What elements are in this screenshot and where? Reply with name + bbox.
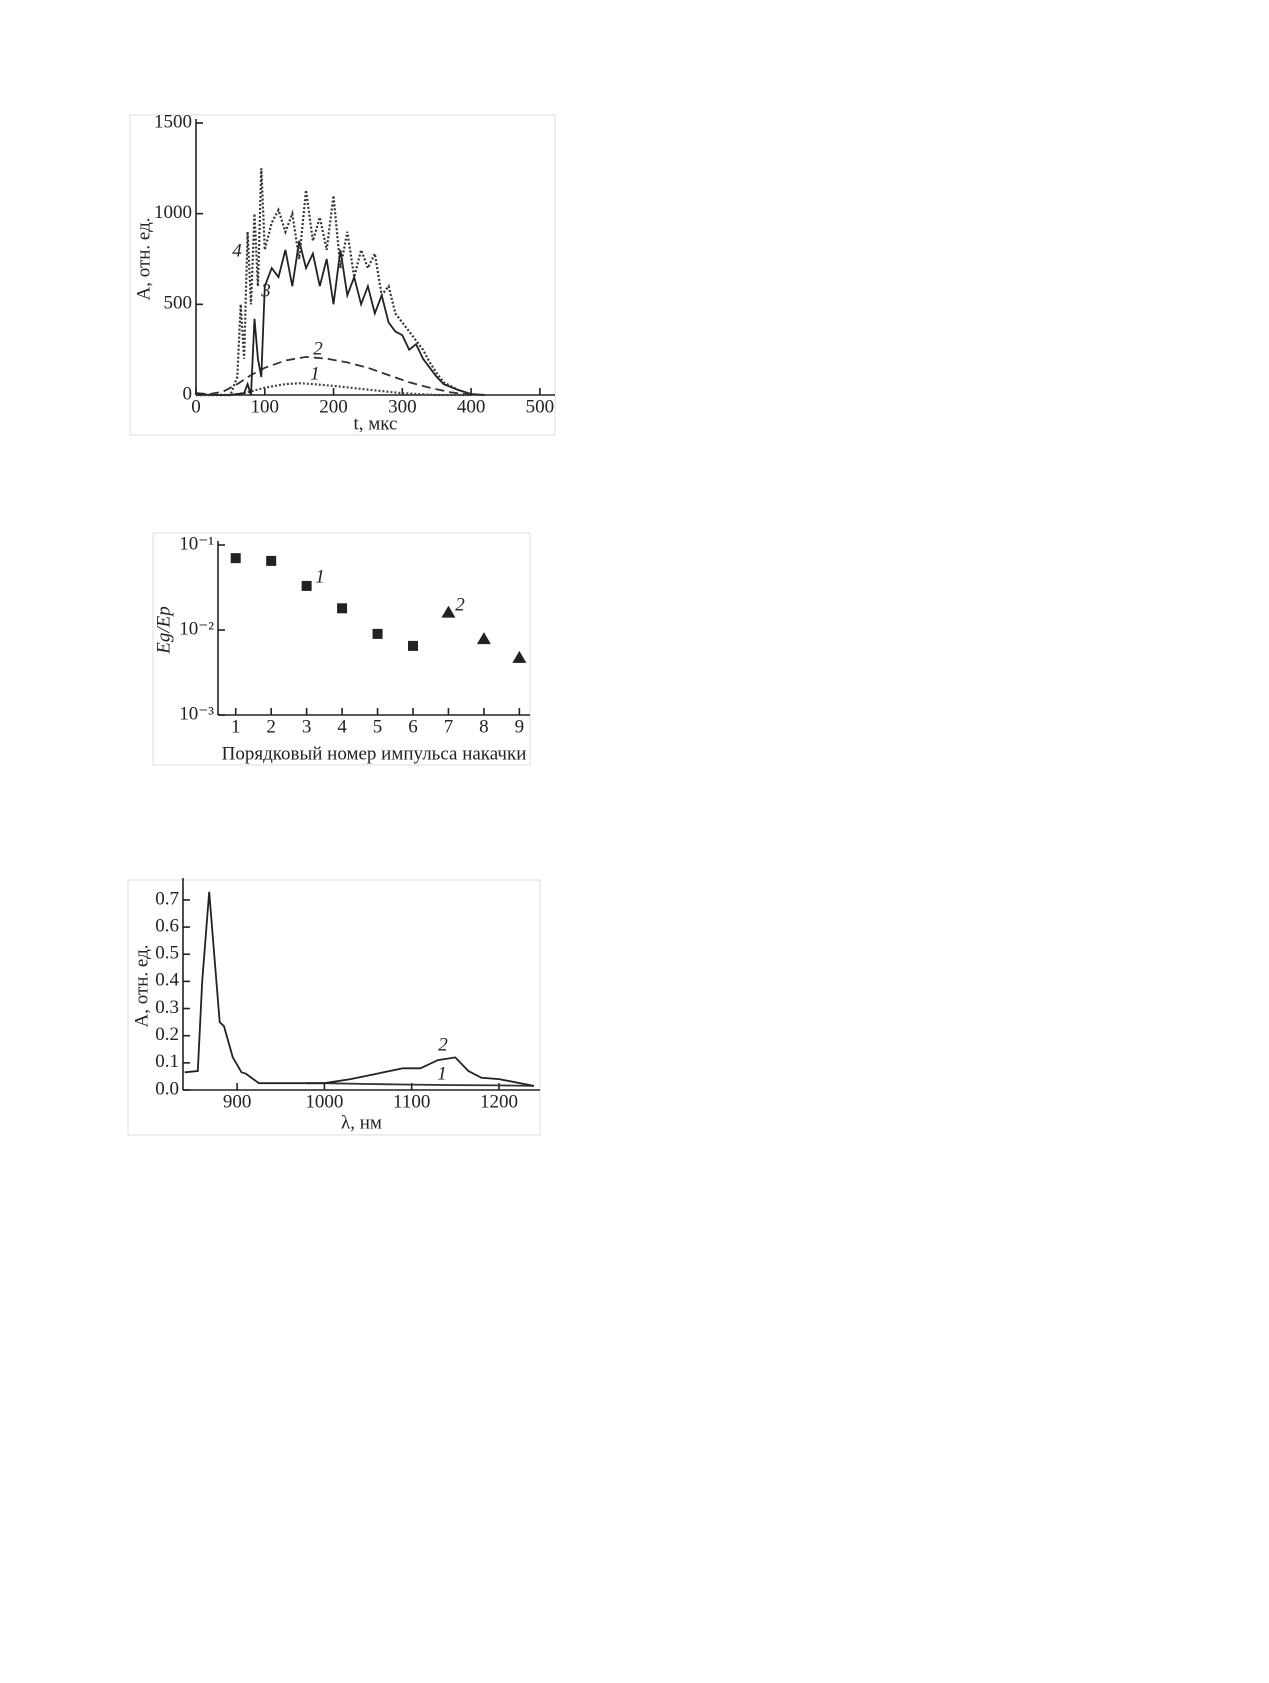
x-tick-label: 9 [515,716,525,737]
y-tick-label: 10⁻³ [179,703,214,724]
series-label: 4 [232,240,242,261]
y-tick-label: 0 [183,383,193,404]
series-label: 1 [310,363,320,384]
y-tick-label: 10⁻¹ [179,533,214,554]
x-tick-label: 100 [251,396,280,417]
point [512,650,527,663]
y-tick-label: 0.6 [155,915,179,936]
x-tick-label: 300 [388,396,417,417]
x-tick-label: 1 [231,716,241,737]
x-tick-label: 1000 [305,1091,343,1112]
y-tick-label: 0.4 [155,970,179,991]
x-tick-label: 4 [337,716,347,737]
x-tick-label: 0 [191,396,201,417]
x-tick-label: 1200 [480,1091,518,1112]
x-tick-label: 900 [223,1091,252,1112]
series-label: 2 [455,594,465,615]
series-label: 3 [260,280,271,301]
y-tick-label: 1000 [154,202,192,223]
y-axis-label: A, отн. ед. [133,217,154,300]
frame [152,532,531,766]
x-tick-label: 400 [457,396,486,417]
point [301,580,312,591]
x-tick-label: 3 [302,716,312,737]
x-tick-label: 200 [319,396,348,417]
series-line [196,168,485,397]
x-tick-label: 2 [266,716,276,737]
x-tick-label: 1100 [393,1091,430,1112]
series-label: 1 [315,566,325,587]
y-tick-label: 1500 [154,111,192,132]
series-line [195,240,485,396]
x-tick-label: 5 [373,716,383,737]
y-tick-label: 0.3 [155,997,179,1018]
y-tick-label: 10⁻² [179,618,214,639]
y-tick-label: 0.1 [155,1051,179,1072]
x-tick-label: 8 [479,716,489,737]
x-tick-label: 6 [408,716,418,737]
series-line [184,891,535,1087]
point [337,603,348,614]
frame [127,879,541,1136]
y-tick-label: 0.5 [155,943,179,964]
series-label: 1 [437,1063,447,1084]
y-axis-label: A, отн. ед. [131,944,152,1027]
series-line [195,355,472,396]
series-line [306,1082,534,1087]
point [372,628,383,639]
y-tick-label: 0.2 [155,1024,179,1045]
point [408,640,418,651]
frame [129,114,556,436]
x-axis-label: λ, нм [341,1112,382,1133]
point [476,632,491,645]
point [230,553,241,564]
point [441,605,456,618]
x-tick-label: 7 [444,716,454,737]
y-axis-label: Eg/Ep [153,606,174,655]
y-tick-label: 0.7 [155,888,179,909]
point [266,555,277,566]
y-tick-label: 0.0 [155,1078,179,1099]
x-axis-label: t, мкс [354,413,398,434]
series-label: 2 [438,1034,448,1055]
x-tick-label: 500 [526,396,555,417]
y-tick-label: 500 [164,293,193,314]
x-axis-label: Порядковый номер импульса накачки [222,743,527,764]
series-label: 2 [313,338,323,359]
